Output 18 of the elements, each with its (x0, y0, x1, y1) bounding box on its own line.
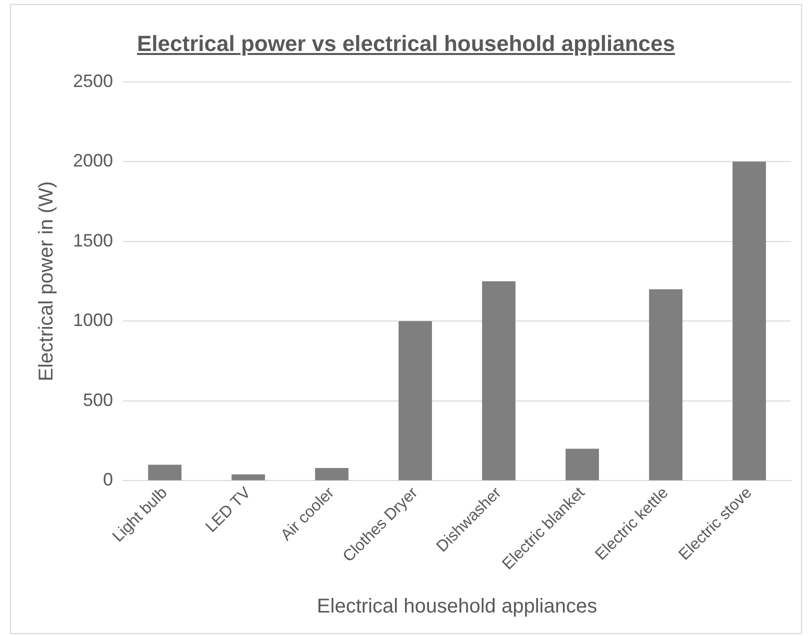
y-tick-label: 1000 (72, 310, 114, 330)
y-tick-label: 1500 (72, 230, 114, 250)
bar (232, 474, 265, 480)
bar (566, 448, 599, 480)
y-tick-label: 2500 (72, 70, 114, 91)
bar (649, 289, 682, 480)
bar (315, 468, 348, 480)
x-axis-title: Electrical household appliances (316, 596, 598, 618)
bar (482, 281, 516, 480)
bar (398, 321, 432, 480)
y-tick-label: 0 (103, 470, 114, 490)
y-tick-label: 500 (82, 390, 114, 410)
y-axis-title: Electrical power in (W) (36, 181, 58, 382)
y-tick-label: 2000 (72, 150, 114, 171)
chart-title: Electrical power vs electrical household appliances (136, 31, 676, 57)
bar (148, 464, 182, 480)
x-tick-label: LED TV (202, 484, 254, 536)
bar (732, 162, 766, 480)
